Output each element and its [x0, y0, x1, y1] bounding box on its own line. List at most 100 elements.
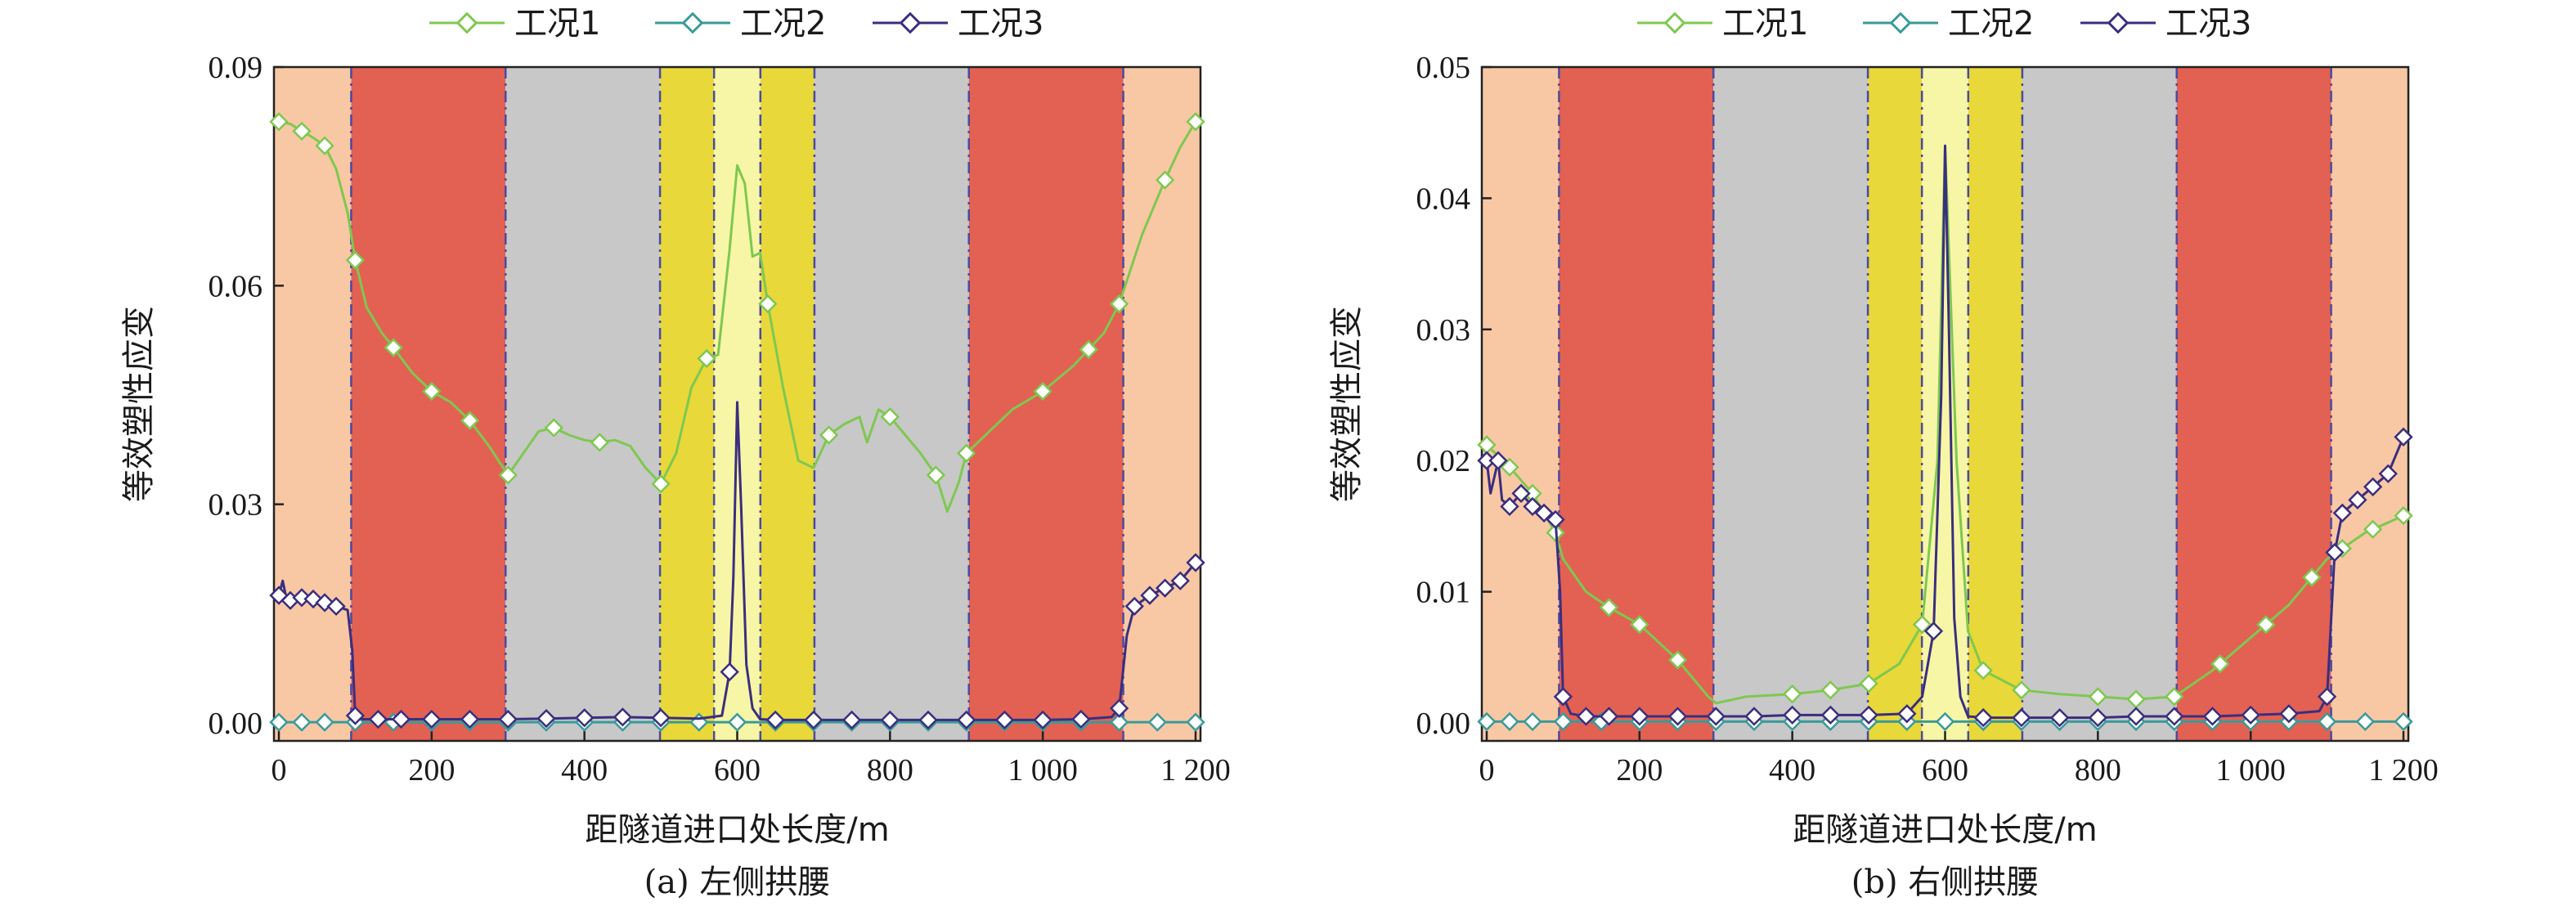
data-point	[1186, 553, 1205, 572]
zone-band	[2176, 67, 2331, 741]
x-tick-label: 0	[1479, 753, 1495, 788]
y-tick-label: 0.05	[1416, 51, 1471, 85]
data-point	[758, 294, 778, 314]
data-point	[2363, 477, 2383, 496]
data-point	[1523, 496, 1542, 517]
zone-band	[814, 67, 969, 741]
chart-left-arch-waist: 0 200 400 600 800 1 000 1 200 0.00 0.03 0.06 0.09 距…	[120, 5, 1231, 901]
data-point	[2126, 689, 2146, 709]
data-point	[2049, 707, 2070, 728]
data-point	[1744, 707, 1764, 726]
data-point	[1500, 711, 1519, 732]
data-point	[1477, 435, 1497, 455]
data-point	[2363, 519, 2383, 539]
data-point	[345, 250, 366, 270]
data-point	[2348, 490, 2367, 510]
data-point	[1523, 711, 1542, 732]
data-point	[1783, 684, 1802, 704]
data-point	[1973, 661, 1993, 680]
zone-band	[274, 67, 352, 741]
x-axis-label: 距隧道进口处长度/m	[585, 811, 889, 849]
data-point	[1033, 381, 1052, 402]
data-point	[2317, 711, 2337, 732]
data-point	[1500, 457, 1519, 477]
data-point	[1534, 503, 1554, 523]
data-point	[1630, 707, 1649, 726]
legend-marker	[2107, 11, 2129, 34]
data-point	[536, 708, 556, 729]
x-tick-label: 1 000	[1008, 753, 1078, 788]
legend-marker	[1663, 11, 1686, 34]
data-point	[460, 709, 480, 729]
y-tick-label: 0.00	[209, 707, 263, 741]
legend-label: 工况3	[958, 5, 1043, 43]
data-point	[1820, 680, 1841, 700]
series-3	[1477, 144, 2413, 728]
legend-entry-2: 工况2	[1863, 5, 2034, 43]
legend-label: 工况2	[1948, 5, 2034, 43]
data-point	[590, 433, 609, 452]
data-point	[2241, 705, 2260, 725]
data-point	[2165, 687, 2184, 707]
data-point	[1667, 707, 1688, 726]
data-point	[1511, 483, 1531, 503]
zone-band	[2022, 67, 2177, 741]
data-point	[422, 709, 442, 729]
zone-band	[1713, 67, 1869, 741]
data-point	[2210, 654, 2230, 674]
legend-marker	[456, 11, 478, 34]
data-point	[1140, 586, 1160, 605]
x-tick-label: 400	[561, 753, 608, 788]
legend-entry-3: 工况3	[2080, 5, 2251, 43]
series-3	[269, 401, 1205, 730]
x-tick-label: 0	[272, 753, 287, 788]
data-point	[2126, 707, 2146, 726]
x-tick-label: 200	[1616, 753, 1663, 788]
data-point	[1630, 615, 1649, 635]
data-point	[1155, 170, 1175, 190]
data-point	[1186, 712, 1205, 732]
data-point	[720, 662, 739, 682]
data-point	[2012, 707, 2031, 728]
legend-label: 工况1	[514, 5, 600, 43]
y-tick-label: 0.01	[1416, 576, 1471, 610]
data-point	[1477, 451, 1497, 470]
data-point	[315, 136, 334, 155]
data-point	[819, 425, 839, 445]
data-point	[765, 710, 785, 730]
y-tick-label: 0.00	[1416, 707, 1471, 741]
data-point	[422, 381, 442, 402]
data-point	[384, 338, 403, 357]
data-point	[1186, 112, 1205, 132]
y-tick-label: 0.03	[209, 488, 263, 523]
data-point	[1477, 711, 1497, 732]
data-point	[841, 710, 862, 730]
data-point	[697, 348, 716, 369]
chart-caption: (b) 右侧拱腰	[1851, 864, 2040, 901]
data-point	[2317, 687, 2337, 707]
data-point	[1859, 674, 1878, 693]
data-point	[2325, 542, 2345, 563]
legend-entry-2: 工况2	[655, 5, 826, 43]
x-tick-label: 800	[867, 753, 913, 788]
data-point	[1071, 709, 1091, 729]
data-point	[498, 465, 518, 485]
data-point	[804, 710, 824, 730]
data-point	[292, 121, 312, 141]
x-tick-label: 1 200	[1160, 753, 1231, 788]
data-point	[391, 709, 411, 729]
data-point	[2256, 615, 2276, 635]
data-point	[1923, 622, 1944, 641]
data-point	[1079, 339, 1098, 359]
data-point	[292, 712, 312, 732]
x-tick-label: 200	[408, 753, 455, 788]
data-point	[1820, 705, 1841, 725]
legend-marker	[1889, 11, 1912, 34]
y-axis-label: 等效塑性应变	[1328, 306, 1366, 502]
data-point	[1488, 451, 1508, 470]
data-point	[315, 712, 334, 732]
legend-entry-1: 工况1	[429, 5, 600, 43]
zone-band	[1482, 67, 1560, 741]
x-tick-label: 800	[2075, 753, 2121, 788]
data-point	[269, 112, 289, 132]
